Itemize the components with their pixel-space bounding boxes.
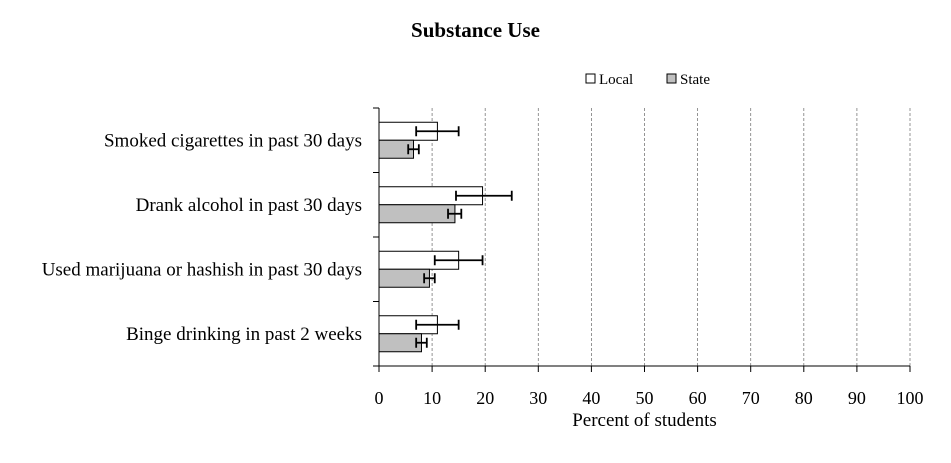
legend-label-state: State bbox=[680, 72, 710, 88]
category-label: Drank alcohol in past 30 days bbox=[136, 195, 362, 216]
x-tick-label: 80 bbox=[795, 388, 813, 408]
x-tick-label: 90 bbox=[848, 388, 866, 408]
x-axis-label: Percent of students bbox=[572, 410, 717, 431]
x-tick-label: 40 bbox=[582, 388, 600, 408]
chart-title: Substance Use bbox=[411, 18, 540, 42]
category-label: Smoked cigarettes in past 30 days bbox=[104, 130, 362, 151]
x-tick-label: 30 bbox=[529, 388, 547, 408]
x-tick-label: 100 bbox=[897, 388, 924, 408]
x-tick-label: 50 bbox=[636, 388, 654, 408]
x-tick-label: 70 bbox=[742, 388, 760, 408]
legend-label-local: Local bbox=[599, 72, 633, 88]
category-label: Binge drinking in past 2 weeks bbox=[126, 324, 362, 345]
bar-state bbox=[378, 333, 422, 353]
legend-swatch-state bbox=[666, 73, 677, 84]
category-label: Used marijuana or hashish in past 30 day… bbox=[42, 259, 362, 280]
legend-swatch-local bbox=[585, 73, 596, 84]
x-tick-label: 60 bbox=[689, 388, 707, 408]
bar-state bbox=[378, 268, 430, 288]
x-tick-label: 20 bbox=[476, 388, 494, 408]
bar-state bbox=[378, 204, 456, 224]
x-tick-label: 10 bbox=[423, 388, 441, 408]
x-tick-label: 0 bbox=[375, 388, 384, 408]
